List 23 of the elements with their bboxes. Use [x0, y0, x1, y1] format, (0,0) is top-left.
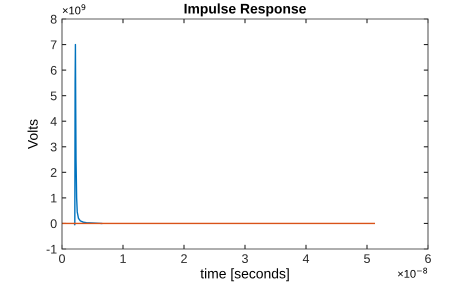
x-axis-title: time [seconds] — [200, 268, 289, 282]
y-tick-label: 8 — [50, 14, 57, 24]
x-tick-label: 6 — [425, 254, 431, 264]
x-tick-label: 2 — [181, 254, 187, 263]
x-tick-label: 5 — [364, 254, 370, 264]
line-series — [74, 44, 102, 226]
y-tick-label: 4 — [50, 117, 57, 126]
y-tick-label: 0 — [50, 219, 57, 228]
text: ×10$^{9}$ — [62, 4, 86, 14]
y-tick-label: 7 — [50, 40, 57, 50]
x-tick-label: 4 — [302, 254, 310, 263]
x-tick-label: 0 — [59, 254, 65, 264]
x-tick-label: 3 — [242, 254, 248, 264]
y-tick-label: 1 — [51, 194, 57, 202]
y-axis-title: Volts — [28, 119, 38, 149]
y-tick-label: 2 — [50, 168, 57, 177]
y-tick-label: -1 — [46, 244, 57, 254]
y-tick-label: 6 — [50, 66, 57, 75]
y-tick-label: 5 — [50, 92, 57, 100]
x-tick-label: 1 — [120, 254, 126, 263]
chart-title: Impulse Response — [184, 3, 306, 16]
text: ×10$^{−8}$ — [398, 268, 428, 278]
y-tick-label: 3 — [50, 142, 57, 152]
